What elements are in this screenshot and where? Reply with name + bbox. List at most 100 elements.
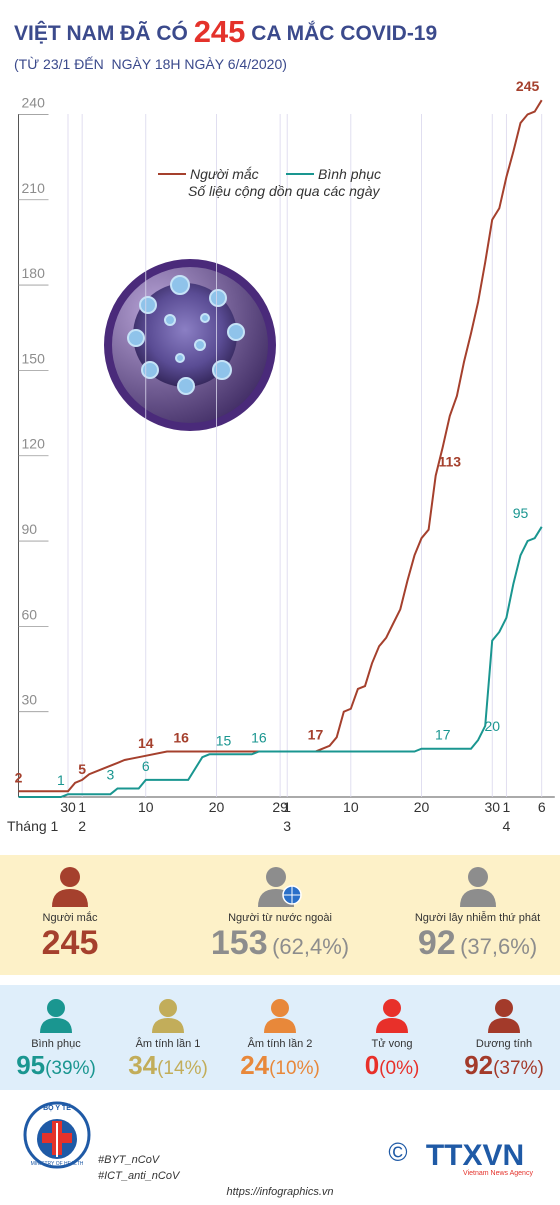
item-label: Người mắc [42,912,98,924]
data-label: 6 [142,758,150,774]
x-tick-label: 10 [138,799,154,815]
data-label: 14 [138,735,154,751]
data-label: 245 [516,80,540,94]
y-tick-label: 90 [22,521,38,537]
person-icon [40,999,72,1033]
item-share: (0%) [379,1058,420,1079]
data-label: 1 [57,772,65,788]
data-label: 16 [173,729,189,745]
tag: #ICT_anti_nCoV [98,1170,181,1182]
x-tick-label: 6 [538,799,546,815]
cases-panel: Người mắc 245 Người từ nước ngoài 153 (6… [0,855,560,975]
item-label: Âm tính lần 2 [247,1038,313,1050]
item-label: Dương tính [475,1038,533,1050]
item-label: Bình phục [31,1038,81,1050]
y-tick-label: 210 [22,180,46,196]
item-value: 24 [240,1050,270,1080]
item-value: 95 [16,1050,46,1080]
person-icon [488,999,520,1033]
x-tick-label: 10 [343,799,359,815]
subtitle: (TỪ 23/1 ĐẾN NGÀY 18H NGÀY 6/4/2020) [14,56,287,72]
x-tick-label: 1 [283,799,291,815]
title-suffix: CA MẮC COVID-19 [251,22,438,45]
item-value: 245 [41,924,99,962]
item-label: Người từ nước ngoài [228,912,332,924]
item-share: (37,6%) [460,934,538,959]
data-label: 17 [308,727,324,743]
x-tick-label: 29 [272,799,288,815]
y-tick-label: 150 [22,350,46,366]
month-label: 2 [78,818,86,834]
x-tick-label: 20 [209,799,225,815]
agency: TTXVN [426,1139,524,1172]
case-item: Người mắc 245 [20,865,120,963]
y-tick-label: 120 [22,436,46,452]
case-item: Người lây nhiễm thứ phát 92 (37,6%) [395,865,560,963]
data-label: 20 [484,718,500,734]
outcome-item: Âm tính lần 1 34(14%) [112,997,224,1081]
y-tick-label: 240 [22,94,46,110]
person-icon [459,867,496,907]
footer: BỘ Y TẾ MINISTRY OF HEALTH #BYT_nCoV #IC… [0,1095,560,1200]
x-tick-label: 20 [414,799,430,815]
data-label: 16 [251,729,267,745]
title: VIỆT NAM ĐÃ CÓ 245 CA MẮC COVID-19 [14,14,437,50]
url: https://infographics.vn [226,1186,333,1198]
person-globe-icon [258,867,302,907]
outcome-item: Dương tính 92(37%) [448,997,560,1081]
y-tick-label: 60 [22,606,38,622]
item-share: (39%) [45,1058,96,1079]
legend-label: Bình phục [318,166,381,182]
item-label: Người lây nhiễm thứ phát [414,912,541,924]
item-share: (14%) [157,1058,208,1079]
item-value: 92 [417,924,456,962]
agency-sub: Vietnam News Agency [463,1170,533,1177]
virus-illustration [104,259,276,431]
outcome-item: Tử vong 0(0%) [336,997,448,1081]
y-tick-label: 180 [22,265,46,281]
title-prefix: VIỆT NAM ĐÃ CÓ [14,22,188,45]
x-tick-label: 1 [502,799,510,815]
data-label: 2 [15,769,23,785]
y-tick-label: 30 [22,692,38,708]
item-share: (62,4%) [272,934,350,959]
data-label: 113 [439,454,462,470]
tag: #BYT_nCoV [98,1154,161,1166]
title-number: 245 [193,14,246,49]
data-label: 15 [216,732,232,748]
logo-name: BỘ Y TẾ [43,1102,71,1112]
legend-label: Người mắc [190,166,259,182]
x-tick-label: 30 [484,799,500,815]
month-label: Tháng 1 [7,818,59,834]
logo-sub: MINISTRY OF HEALTH [31,1161,84,1167]
item-share: (37%) [493,1058,544,1079]
data-label: 95 [513,505,529,521]
outcome-item: Âm tính lần 2 24(10%) [224,997,336,1081]
case-item: Người từ nước ngoài 153 (62,4%) [190,865,370,963]
series-line [18,99,543,793]
x-tick-label: 30 [60,799,76,815]
month-label: 4 [502,818,510,834]
data-label: 17 [435,727,451,743]
item-label: Tử vong [371,1038,413,1050]
item-label: Âm tính lần 1 [135,1038,201,1050]
item-value: 34 [128,1050,158,1080]
series-line [18,526,543,798]
person-icon [52,867,88,907]
data-label: 3 [107,766,115,782]
person-icon [376,999,408,1033]
outcomes-panel: Bình phục 95(39%) Âm tính lần 1 34(14%) Âm t… [0,985,560,1090]
item-value: 0 [364,1050,380,1080]
person-icon [264,999,296,1033]
person-icon [152,999,184,1033]
item-value: 92 [464,1050,494,1080]
x-tick-label: 1 [78,799,86,815]
outcome-item: Bình phục 95(39%) [0,997,112,1081]
item-share: (10%) [269,1058,320,1079]
chart-note: Số liệu cộng dồn qua các ngày [188,183,380,199]
copyright: © [388,1137,407,1167]
data-label: 5 [78,761,86,777]
item-value: 153 [210,924,268,962]
